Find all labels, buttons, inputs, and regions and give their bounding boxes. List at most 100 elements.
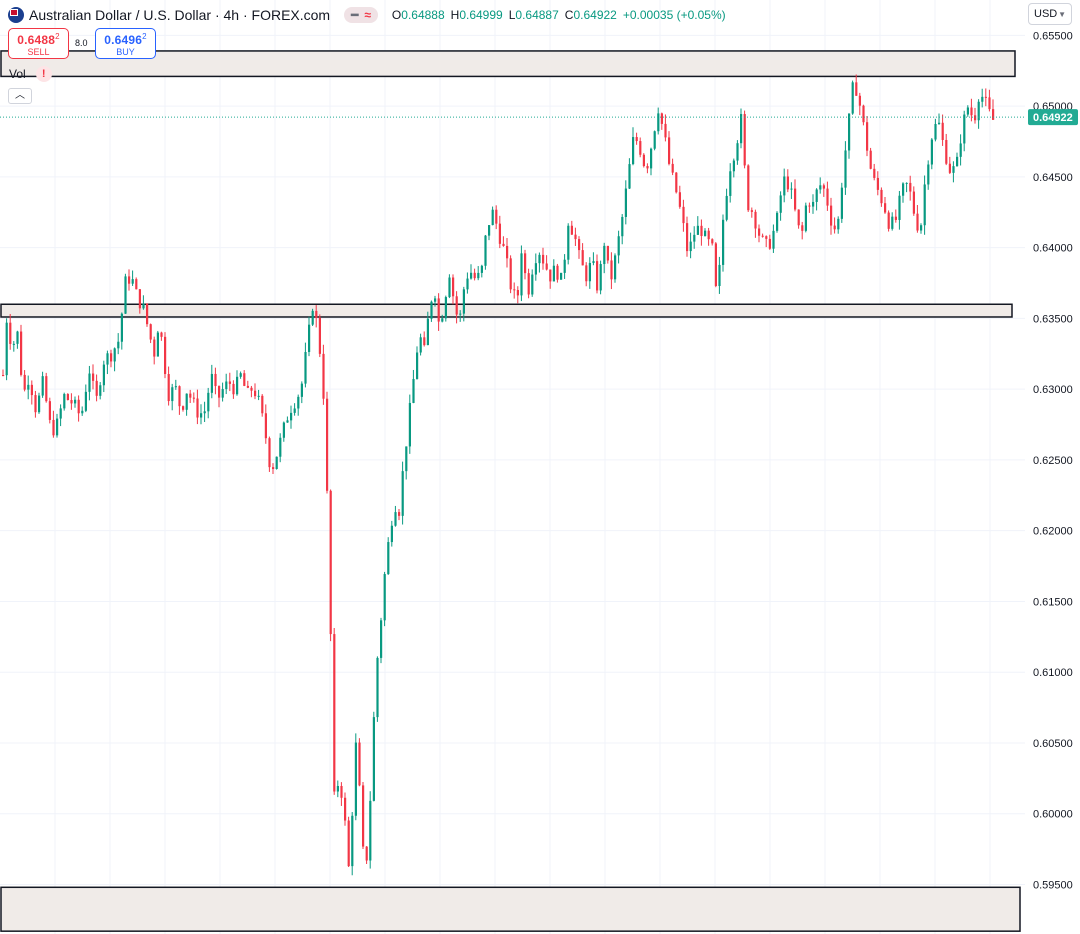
candle-body bbox=[113, 348, 116, 362]
candle-body bbox=[956, 156, 959, 167]
candle-body bbox=[516, 290, 519, 296]
candle-body bbox=[621, 216, 624, 237]
candle-body bbox=[747, 165, 750, 211]
candle-body bbox=[603, 245, 606, 265]
candle-body bbox=[340, 785, 343, 798]
candle-body bbox=[840, 187, 843, 219]
candle-body bbox=[876, 177, 879, 190]
candle-body bbox=[99, 385, 102, 396]
candle-body bbox=[423, 337, 426, 346]
candle-body bbox=[992, 109, 995, 120]
candle-body bbox=[941, 122, 944, 140]
candle-body bbox=[412, 379, 415, 403]
candle-body bbox=[585, 265, 588, 282]
warning-icon[interactable]: ! bbox=[35, 66, 52, 82]
candle-body bbox=[682, 206, 685, 224]
candle-body bbox=[333, 634, 336, 792]
candle-body bbox=[470, 272, 473, 279]
candle-body bbox=[822, 185, 825, 189]
symbol-title[interactable]: Australian Dollar / U.S. Dollar · 4h · F… bbox=[29, 7, 331, 23]
candle-body bbox=[596, 261, 599, 291]
candle-body bbox=[70, 400, 73, 404]
candle-body bbox=[20, 331, 23, 375]
candle-body bbox=[624, 188, 627, 217]
candle-body bbox=[495, 209, 498, 224]
candle-body bbox=[984, 96, 987, 98]
candle-body bbox=[826, 188, 829, 206]
candle-body bbox=[322, 353, 325, 399]
candle-body bbox=[390, 525, 393, 543]
candle-body bbox=[711, 239, 714, 244]
candle-body bbox=[657, 113, 660, 132]
candle-body bbox=[570, 225, 573, 235]
candle-body bbox=[750, 210, 753, 212]
candle-body bbox=[617, 236, 620, 256]
candle-body bbox=[542, 254, 545, 264]
ohlc-key-low: L bbox=[508, 8, 516, 22]
candle-body bbox=[448, 277, 451, 298]
candle-body bbox=[34, 395, 37, 413]
candle-body bbox=[225, 381, 228, 390]
candle-body bbox=[311, 310, 314, 325]
candle-body bbox=[783, 176, 786, 196]
currency-value: USD bbox=[1034, 8, 1058, 20]
candle-body bbox=[383, 574, 386, 621]
candle-body bbox=[124, 276, 127, 314]
candle-body bbox=[52, 419, 55, 436]
candle-body bbox=[779, 195, 782, 213]
candle-body bbox=[45, 376, 48, 402]
candle-body bbox=[164, 336, 167, 375]
wave-icon[interactable]: ≈ bbox=[364, 8, 371, 22]
buy-button[interactable]: 0.64962 BUY bbox=[95, 28, 156, 59]
candle-body bbox=[149, 324, 152, 340]
price-axis[interactable]: 0.655000.650000.645000.640000.635000.630… bbox=[1025, 0, 1080, 934]
indicator-toggle-pill[interactable]: ━ ≈ bbox=[344, 7, 378, 23]
candle-body bbox=[707, 230, 710, 240]
volume-indicator[interactable]: Vol ! bbox=[9, 66, 52, 82]
y-tick-label: 0.64000 bbox=[1033, 243, 1073, 255]
collapse-legend-button[interactable]: ︿ bbox=[8, 88, 32, 104]
candle-body bbox=[732, 160, 735, 172]
candle-body bbox=[970, 107, 973, 116]
candle-body bbox=[639, 141, 642, 155]
candle-body bbox=[110, 353, 113, 362]
candle-body bbox=[819, 185, 822, 190]
candle-body bbox=[351, 815, 354, 867]
candle-body bbox=[714, 243, 717, 287]
candle-body bbox=[196, 398, 199, 418]
candle-body bbox=[689, 241, 692, 252]
candle-body bbox=[401, 471, 404, 516]
candle-body bbox=[135, 279, 138, 290]
candle-body bbox=[761, 235, 764, 237]
candle-body bbox=[552, 265, 555, 282]
candle-body bbox=[513, 289, 516, 291]
candle-body bbox=[909, 182, 912, 192]
ohlc-key-close: C bbox=[564, 8, 574, 22]
candle-body bbox=[592, 261, 595, 263]
candle-body bbox=[549, 269, 552, 282]
candle-body bbox=[30, 384, 33, 396]
ohlc-value-low: 0.64887 bbox=[515, 8, 559, 22]
currency-selector[interactable]: USD ▼ bbox=[1028, 3, 1072, 25]
candle-body bbox=[736, 143, 739, 161]
candle-body bbox=[167, 374, 170, 402]
y-tick-label: 0.63000 bbox=[1033, 384, 1073, 396]
candle-body bbox=[797, 209, 800, 226]
candle-body bbox=[606, 245, 609, 261]
chart-grid bbox=[0, 0, 1025, 934]
candle-body bbox=[315, 310, 318, 318]
candle-body bbox=[59, 408, 62, 419]
candle-body bbox=[185, 393, 188, 410]
minus-icon[interactable]: ━ bbox=[351, 8, 359, 22]
candle-body bbox=[293, 408, 296, 413]
y-tick-label: 0.62500 bbox=[1033, 455, 1073, 467]
candle-body bbox=[614, 255, 617, 280]
sell-button[interactable]: 0.64882 SELL bbox=[8, 28, 69, 59]
candle-body bbox=[275, 456, 278, 469]
sell-price: 0.64882 bbox=[9, 32, 68, 47]
candle-body bbox=[916, 213, 919, 231]
candle-body bbox=[153, 339, 156, 357]
candle-body bbox=[488, 225, 491, 236]
candle-body bbox=[560, 272, 563, 280]
